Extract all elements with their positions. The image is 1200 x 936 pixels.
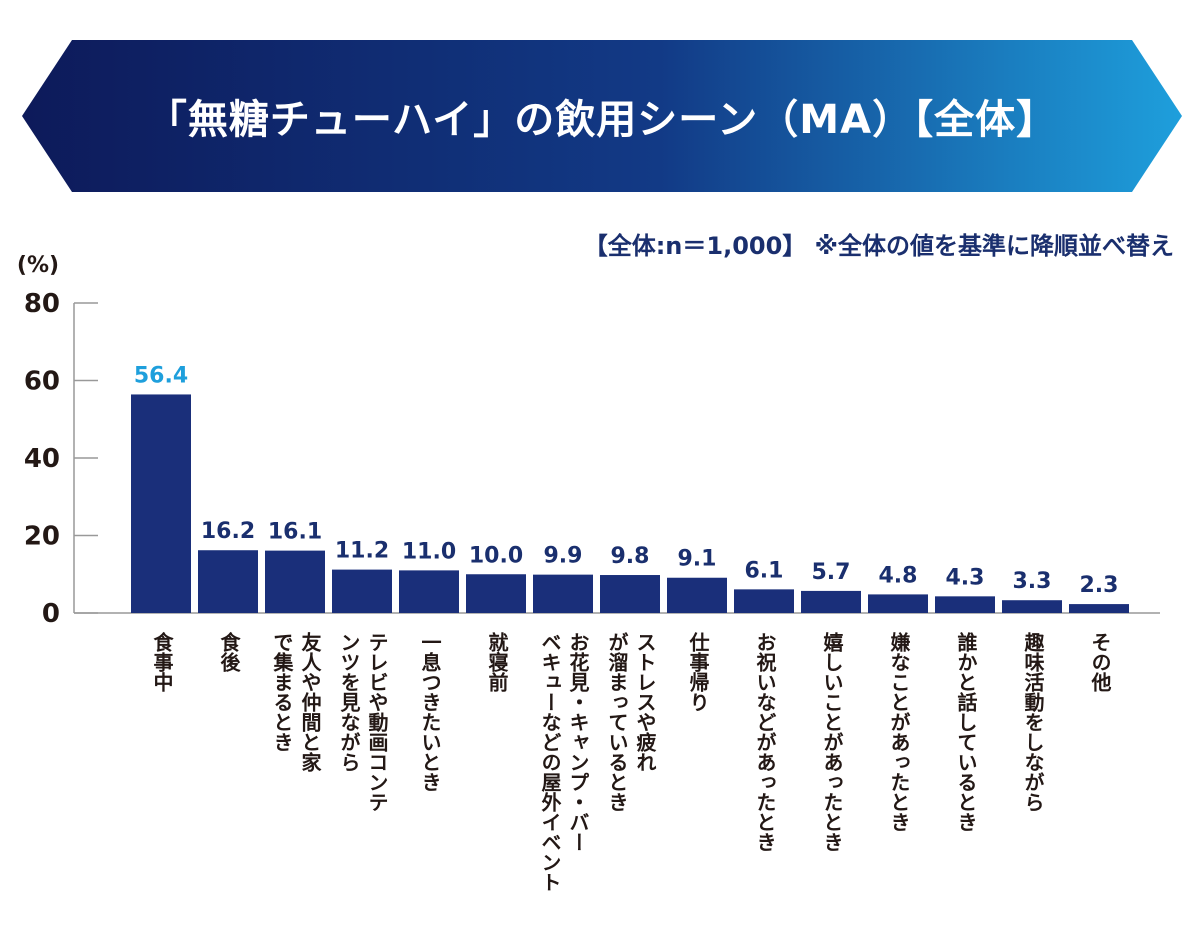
- data-label: 6.1: [745, 558, 784, 583]
- category-label: 嫌なことがあったとき: [887, 632, 911, 832]
- y-tick-label: 40: [24, 444, 60, 474]
- y-tick-label: 20: [24, 522, 60, 552]
- data-label: 4.3: [946, 565, 985, 590]
- data-label: 9.1: [678, 547, 717, 572]
- category-label: テレビや動画コンテ ンツを見ながら: [337, 632, 389, 812]
- data-label: 56.4: [134, 363, 188, 388]
- category-label: お花見・キャンプ・バー ベキューなどの屋外イベント: [538, 632, 590, 892]
- category-label: 食後: [217, 632, 241, 672]
- category-label: 友人や仲間と家 で集まるとき: [270, 632, 322, 772]
- bar: [466, 574, 526, 613]
- category-label: 一息つきたいとき: [418, 632, 442, 792]
- data-label: 11.2: [335, 539, 389, 564]
- data-label: 9.8: [611, 544, 650, 569]
- y-axis-unit: (%): [17, 253, 59, 278]
- category-label: 趣味活動をしながら: [1021, 632, 1045, 812]
- category-label: お祝いなどがあったとき: [753, 632, 777, 852]
- data-label: 5.7: [812, 560, 851, 585]
- category-label: ストレスや疲れ が溜まっているとき: [605, 632, 657, 812]
- title-banner: 「無糖チューハイ」の飲用シーン（MA）【全体】: [22, 40, 1182, 192]
- bar: [1069, 604, 1129, 613]
- sample-note: 【全体:n＝1,000】 ※全体の値を基準に降順並べ替え: [583, 232, 1174, 260]
- bar: [935, 596, 995, 613]
- data-label: 2.3: [1080, 573, 1119, 598]
- y-tick-label: 60: [24, 367, 60, 397]
- y-tick-label: 0: [42, 599, 60, 629]
- category-label: 就寝前: [485, 632, 509, 692]
- data-label: 3.3: [1013, 569, 1052, 594]
- data-label: 10.0: [469, 543, 523, 568]
- bar: [868, 594, 928, 613]
- bar: [399, 570, 459, 613]
- data-label: 9.9: [544, 544, 583, 569]
- data-label: 11.0: [402, 539, 456, 564]
- chart-title: 「無糖チューハイ」の飲用シーン（MA）【全体】: [146, 97, 1058, 143]
- bar: [1002, 600, 1062, 613]
- bar: [801, 590, 861, 613]
- bar: [667, 577, 727, 613]
- bar: [265, 550, 325, 613]
- y-tick-label: 80: [24, 289, 60, 319]
- category-label: その他: [1088, 632, 1112, 692]
- category-label: 嬉しいことがあったとき: [820, 632, 844, 852]
- bar: [734, 589, 794, 613]
- category-label: 仕事帰り: [686, 632, 710, 712]
- bar: [198, 550, 258, 613]
- data-label: 4.8: [879, 563, 918, 588]
- banner-shape: [22, 40, 1182, 192]
- bar: [600, 575, 660, 613]
- data-label: 16.2: [201, 519, 255, 544]
- data-label: 16.1: [268, 520, 322, 545]
- category-label: 誰かと話しているとき: [954, 632, 978, 832]
- bar: [131, 394, 191, 613]
- bar: [332, 569, 392, 613]
- category-label: 食事中: [150, 632, 174, 692]
- bar: [533, 574, 593, 613]
